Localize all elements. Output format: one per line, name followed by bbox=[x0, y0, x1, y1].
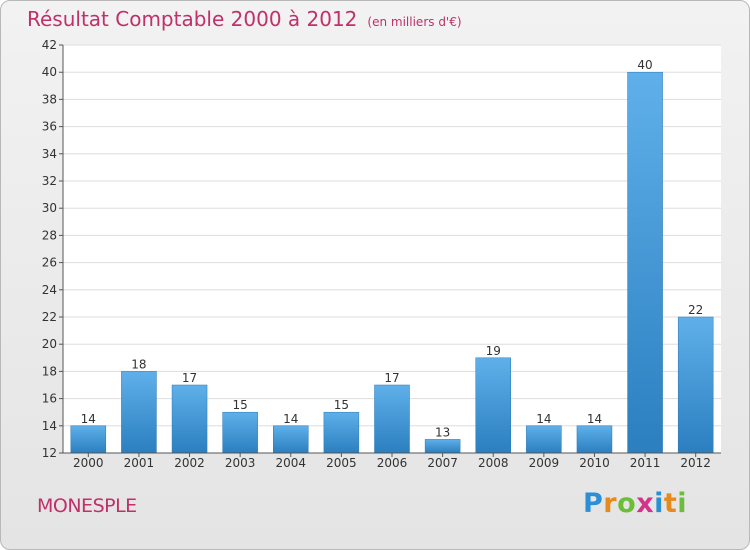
value-label: 18 bbox=[131, 357, 146, 371]
value-labels: 14 18 17 15 14 15 17 13 19 14 14 40 22 bbox=[81, 58, 704, 439]
value-label: 13 bbox=[435, 425, 450, 439]
y-tick-label: 42 bbox=[42, 38, 57, 52]
y-tick-label: 24 bbox=[42, 283, 57, 297]
x-tick-label: 2009 bbox=[529, 456, 560, 470]
bar-2011 bbox=[627, 71, 663, 454]
y-tick-label: 16 bbox=[42, 392, 57, 406]
x-tick-label: 2006 bbox=[377, 456, 408, 470]
bar-2008 bbox=[475, 357, 511, 454]
bar-2012 bbox=[677, 316, 714, 454]
logo-letter: o bbox=[617, 488, 637, 519]
y-tick-label: 38 bbox=[42, 92, 57, 106]
value-label: 14 bbox=[283, 412, 298, 426]
x-tick-label: 2003 bbox=[225, 456, 256, 470]
y-tick-label: 28 bbox=[42, 228, 57, 242]
y-tick-label: 40 bbox=[42, 65, 57, 79]
logo-letter: P bbox=[583, 488, 604, 519]
bar-2002 bbox=[171, 384, 208, 454]
x-tick-label: 2011 bbox=[630, 456, 661, 470]
y-tick-label: 18 bbox=[42, 364, 57, 378]
x-tick-label: 2002 bbox=[174, 456, 205, 470]
x-tick-label: 2007 bbox=[427, 456, 458, 470]
logo-letter: r bbox=[603, 488, 618, 519]
chart-title: Résultat Comptable 2000 à 2012 (en millie… bbox=[27, 7, 462, 31]
axes: 12 14 16 18 20 22 24 26 28 30 32 34 36 38 40 42 2000 2001… bbox=[42, 38, 721, 470]
value-label: 14 bbox=[536, 412, 551, 426]
bar-2007 bbox=[424, 439, 461, 454]
y-tick-label: 30 bbox=[42, 201, 57, 215]
x-tick-label: 2004 bbox=[275, 456, 306, 470]
logo-letter: x bbox=[636, 488, 655, 519]
chart-unit: (en milliers d'€) bbox=[367, 15, 462, 29]
bar-2006 bbox=[374, 384, 410, 454]
bar-2010 bbox=[576, 425, 613, 454]
y-tick-label: 32 bbox=[42, 174, 57, 188]
bar-2001 bbox=[121, 371, 157, 454]
y-tick-label: 26 bbox=[42, 256, 57, 270]
bar-2003 bbox=[222, 411, 258, 454]
proxiti-logo: Proxiti bbox=[583, 488, 687, 519]
bar-2004 bbox=[273, 425, 309, 454]
value-label: 22 bbox=[688, 303, 703, 317]
x-tick-label: 2010 bbox=[579, 456, 610, 470]
y-tick-label: 22 bbox=[42, 310, 57, 324]
logo-letter: i bbox=[677, 488, 688, 519]
value-label: 40 bbox=[637, 58, 652, 72]
x-tick-label: 2005 bbox=[326, 456, 357, 470]
bar-2000 bbox=[70, 425, 107, 454]
value-label: 17 bbox=[182, 371, 197, 385]
bar-2005 bbox=[323, 411, 360, 454]
chart-title-text: Résultat Comptable 2000 à 2012 bbox=[27, 7, 358, 31]
commune-name: MONESPLE bbox=[37, 495, 137, 517]
x-tick-label: 2012 bbox=[680, 456, 711, 470]
value-label: 15 bbox=[233, 398, 248, 412]
value-label: 19 bbox=[486, 344, 501, 358]
x-tick-label: 2001 bbox=[124, 456, 155, 470]
value-label: 15 bbox=[334, 398, 349, 412]
x-tick-label: 2008 bbox=[478, 456, 509, 470]
value-label: 14 bbox=[81, 412, 96, 426]
value-label: 14 bbox=[587, 412, 602, 426]
logo-letter: i bbox=[654, 488, 664, 519]
x-tick-label: 2000 bbox=[73, 456, 104, 470]
y-tick-label: 34 bbox=[42, 147, 57, 161]
y-tick-label: 36 bbox=[42, 120, 57, 134]
logo-letter: t bbox=[663, 488, 678, 519]
bars bbox=[70, 71, 714, 454]
value-label: 17 bbox=[384, 371, 399, 385]
y-tick-label: 14 bbox=[42, 419, 57, 433]
y-tick-label: 20 bbox=[42, 337, 57, 351]
bar-2009 bbox=[526, 425, 562, 454]
y-tick-label: 12 bbox=[42, 446, 57, 460]
